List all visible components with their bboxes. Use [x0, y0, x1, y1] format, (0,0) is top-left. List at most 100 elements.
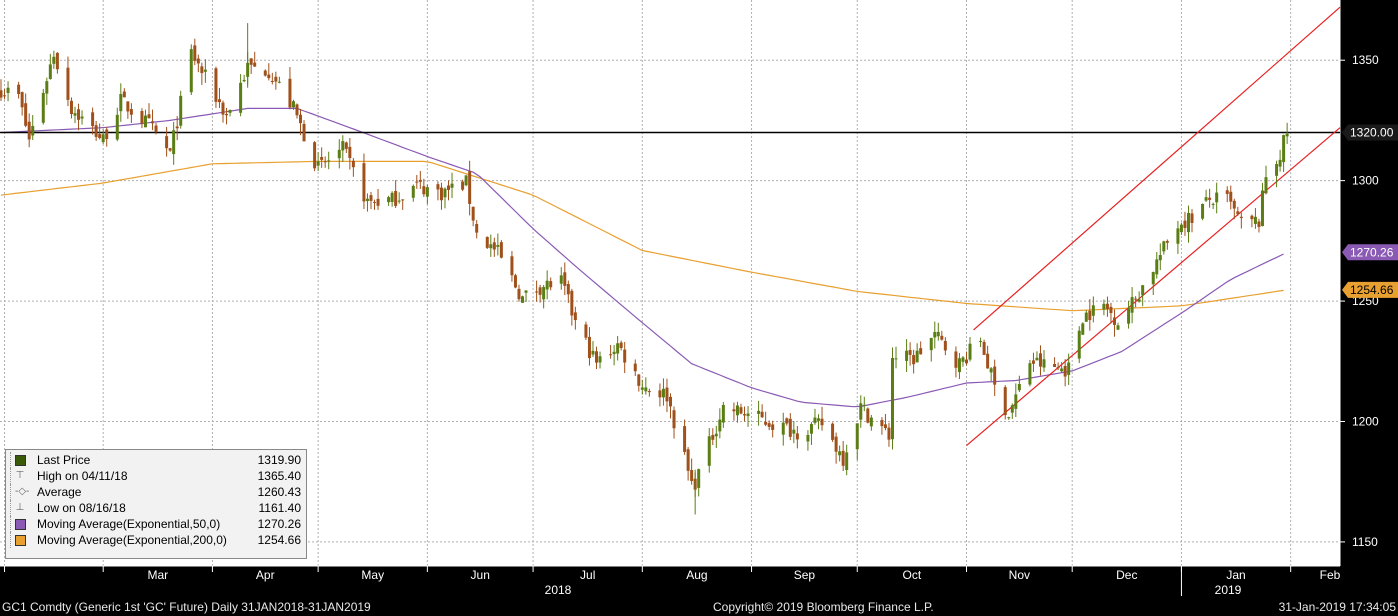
candle-body — [288, 78, 292, 108]
candle-body — [623, 349, 627, 363]
candle-body — [436, 184, 440, 190]
y-tick-label: 1300 — [1352, 174, 1379, 188]
candle-body — [816, 418, 820, 421]
candle-body — [714, 433, 718, 437]
candle-body — [397, 200, 401, 202]
price-tag-ema50-label: 1270.26 — [1350, 245, 1394, 259]
candle-body — [98, 134, 102, 139]
candle-body — [443, 188, 447, 198]
x-month-label: Aug — [686, 568, 707, 582]
candle-body — [165, 136, 169, 149]
candle-body — [616, 343, 620, 354]
candle-body — [274, 76, 278, 82]
candle-body — [1038, 353, 1042, 367]
candle-body — [362, 163, 366, 202]
candle-body — [337, 149, 341, 159]
x-month-label: Jul — [580, 568, 595, 582]
x-month-label: May — [361, 568, 384, 582]
candle-body — [982, 341, 986, 355]
candle-body — [365, 198, 369, 202]
candle-body — [609, 354, 613, 356]
candle-body — [323, 161, 327, 163]
candle-body — [447, 185, 451, 190]
candle-body — [1229, 191, 1233, 202]
candle-body — [55, 52, 59, 70]
candle-body — [1130, 297, 1134, 313]
candle-body — [1155, 259, 1159, 275]
candle-body — [961, 357, 965, 362]
candle-body — [1010, 405, 1014, 413]
candle-body — [31, 126, 35, 136]
candle-body — [1109, 306, 1113, 314]
candle-body — [862, 404, 866, 406]
legend-label: High on 04/11/18 — [37, 469, 128, 483]
candle-body — [1183, 220, 1187, 228]
candle-body — [175, 126, 179, 129]
candle-body — [1014, 394, 1018, 409]
candle-body — [538, 287, 542, 295]
candle-body — [277, 81, 281, 83]
candle-body — [1035, 357, 1039, 361]
candle-body — [468, 171, 472, 204]
candle-body — [521, 296, 525, 303]
candle-body — [637, 374, 641, 386]
candle-body — [214, 68, 218, 102]
candle-body — [411, 185, 415, 198]
candle-body — [915, 350, 919, 363]
x-month-label: Mar — [147, 568, 168, 582]
candle-body — [302, 123, 306, 142]
candle-body — [1186, 212, 1190, 233]
x-year-label: 2018 — [545, 583, 572, 597]
candle-body — [869, 417, 873, 427]
candle-body — [425, 187, 429, 197]
candle-body — [239, 82, 243, 113]
footer-security-description: GC1 Comdty (Generic 1st 'GC' Future) Dai… — [2, 600, 371, 614]
candle-body — [785, 418, 789, 424]
candle-body — [735, 405, 739, 416]
candle-body — [6, 87, 10, 93]
candle-body — [489, 244, 493, 249]
candle-body — [20, 92, 24, 108]
candle-body — [115, 114, 119, 140]
candle-body — [513, 275, 517, 288]
x-month-label: Nov — [1009, 568, 1030, 582]
candle-body — [1225, 190, 1229, 194]
candle-body — [1007, 417, 1011, 419]
candle-body — [1127, 308, 1131, 324]
candle-body — [1063, 365, 1067, 377]
x-year-label: 2019 — [1215, 583, 1242, 597]
candle-body — [1282, 135, 1286, 163]
candle-body — [968, 343, 972, 360]
legend-tree-line — [10, 532, 15, 548]
square-green — [15, 455, 26, 466]
candle-body — [1264, 177, 1268, 194]
candle-body — [221, 102, 225, 115]
candle-body — [1211, 203, 1215, 205]
candle-body — [73, 113, 77, 116]
candle-body — [66, 67, 70, 100]
candle-body — [1158, 255, 1162, 261]
price-tag-ema200-label: 1254.66 — [1350, 283, 1394, 297]
candle-body — [1285, 133, 1289, 137]
candle-body — [905, 350, 909, 361]
candle-body — [640, 387, 644, 390]
legend-row: Last Price 1319.90 — [10, 452, 301, 468]
legend-tree-line — [10, 452, 15, 468]
candle-body — [1102, 303, 1106, 310]
candle-body — [394, 190, 398, 206]
candle-body — [1031, 360, 1035, 364]
candle-body — [27, 121, 31, 140]
candle-body — [683, 426, 687, 452]
candle-body — [855, 423, 859, 450]
candle-body — [140, 111, 144, 124]
candle-body — [105, 129, 109, 140]
candle-body — [792, 429, 796, 434]
candle-body — [1204, 197, 1208, 201]
candle-body — [401, 199, 405, 201]
candle-body — [806, 434, 810, 442]
candle-body — [267, 74, 271, 79]
high-marker-icon: ⊤ — [15, 470, 25, 481]
candle-body — [1017, 384, 1021, 391]
candle-body — [813, 417, 817, 423]
candle-body — [299, 114, 303, 124]
